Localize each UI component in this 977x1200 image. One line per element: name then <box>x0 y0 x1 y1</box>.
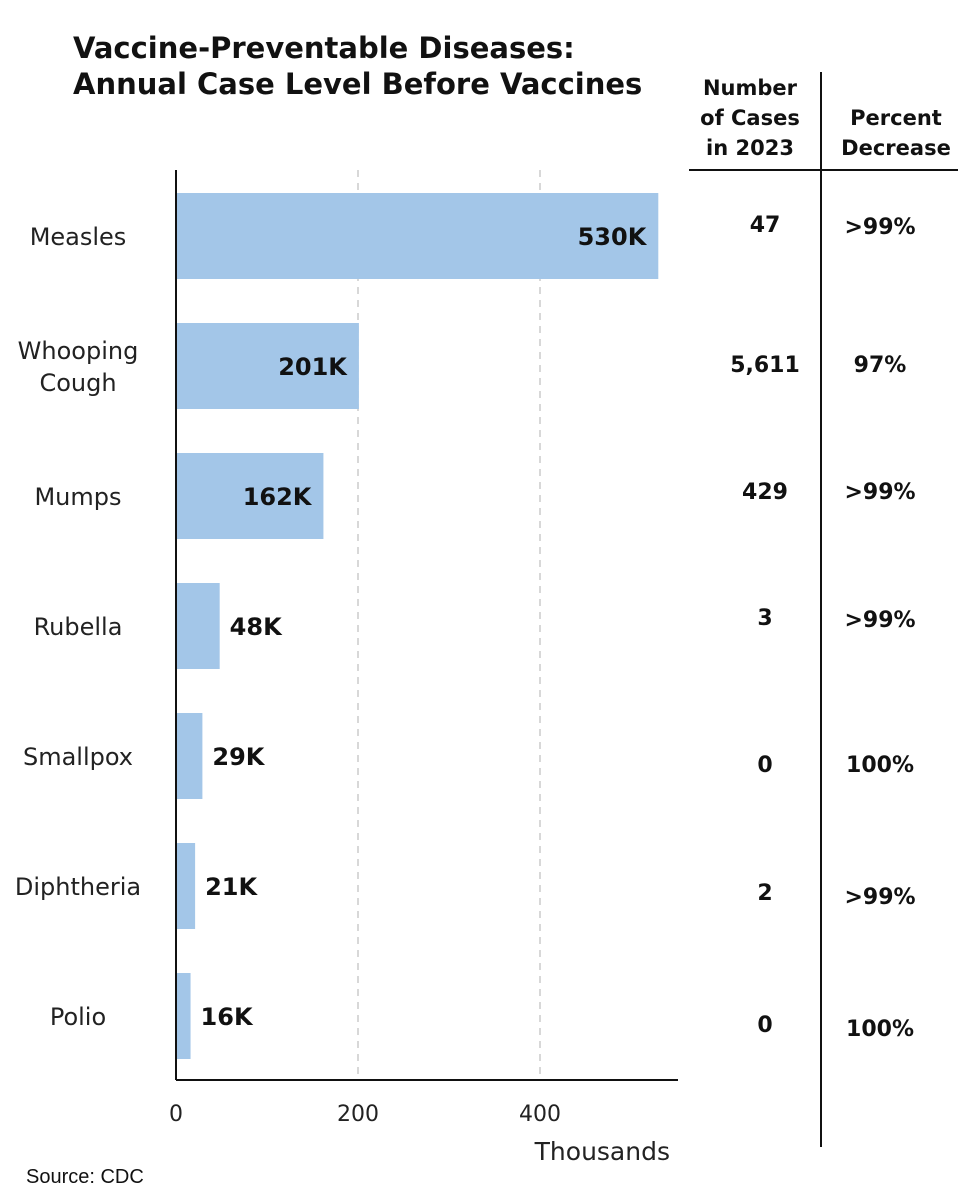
bar-value-label-6: 16K <box>201 1003 254 1031</box>
x-tick-label-0: 0 <box>169 1102 183 1127</box>
percent-decrease-cell: 100% <box>846 1017 914 1042</box>
bar-3 <box>176 583 220 669</box>
cases-header-line-3: in 2023 <box>706 136 794 160</box>
bar-value-label-2: 162K <box>243 483 313 511</box>
bar-4 <box>176 713 203 799</box>
cases-header-line-2: of Cases <box>700 106 800 130</box>
bar-5 <box>176 843 196 929</box>
category-label-2: Mumps <box>34 483 121 511</box>
category-label-3: Rubella <box>34 613 123 641</box>
cases-2023-cell: 3 <box>757 606 773 631</box>
percent-column-header: Percent Decrease <box>826 103 966 163</box>
percent-decrease-cell: >99% <box>844 215 916 240</box>
cases-header-line-1: Number <box>702 76 798 100</box>
bar-value-label-3: 48K <box>230 613 283 641</box>
percent-decrease-cell: >99% <box>844 608 916 633</box>
cases-2023-cell: 0 <box>757 753 773 778</box>
bar-0 <box>176 193 659 279</box>
x-tick-label-200: 200 <box>337 1102 379 1127</box>
cases-2023-cell: 5,611 <box>730 353 800 378</box>
cases-column-header: Number of Cases in 2023 <box>680 73 820 163</box>
bar-6 <box>176 973 191 1059</box>
cases-2023-cell: 2 <box>757 881 773 906</box>
bar-value-label-5: 21K <box>205 873 258 901</box>
category-label-6: Polio <box>50 1003 106 1031</box>
cases-2023-cell: 429 <box>742 480 788 505</box>
bar-1 <box>176 323 359 409</box>
percent-decrease-cell: 97% <box>853 353 907 378</box>
source-note: Source: CDC <box>26 1166 144 1188</box>
percent-header-line-2: Decrease <box>841 136 951 160</box>
bar-value-label-4: 29K <box>212 743 265 771</box>
cases-2023-cell: 0 <box>757 1013 773 1038</box>
bar-2 <box>176 453 324 539</box>
category-label-1-1: Cough <box>39 369 116 397</box>
category-label-1-0: Whooping <box>18 337 139 365</box>
percent-decrease-cell: >99% <box>844 480 916 505</box>
chart-title: Vaccine-Preventable Diseases: Annual Cas… <box>73 30 642 102</box>
category-label-5: Diphtheria <box>15 873 141 901</box>
percent-decrease-cell: 100% <box>846 753 914 778</box>
category-label-0: Measles <box>30 223 127 251</box>
chart-title-line-2: Annual Case Level Before Vaccines <box>73 67 643 101</box>
percent-decrease-cell: >99% <box>844 885 916 910</box>
bar-value-label-0: 530K <box>578 223 648 251</box>
chart-title-line-1: Vaccine-Preventable Diseases: <box>73 31 575 65</box>
x-tick-label-400: 400 <box>519 1102 561 1127</box>
bar-value-label-1: 201K <box>278 353 348 381</box>
percent-header-line-1: Percent <box>850 106 942 130</box>
cases-2023-cell: 47 <box>749 213 781 238</box>
x-axis-title: Thousands <box>534 1137 670 1166</box>
category-label-4: Smallpox <box>23 743 133 771</box>
